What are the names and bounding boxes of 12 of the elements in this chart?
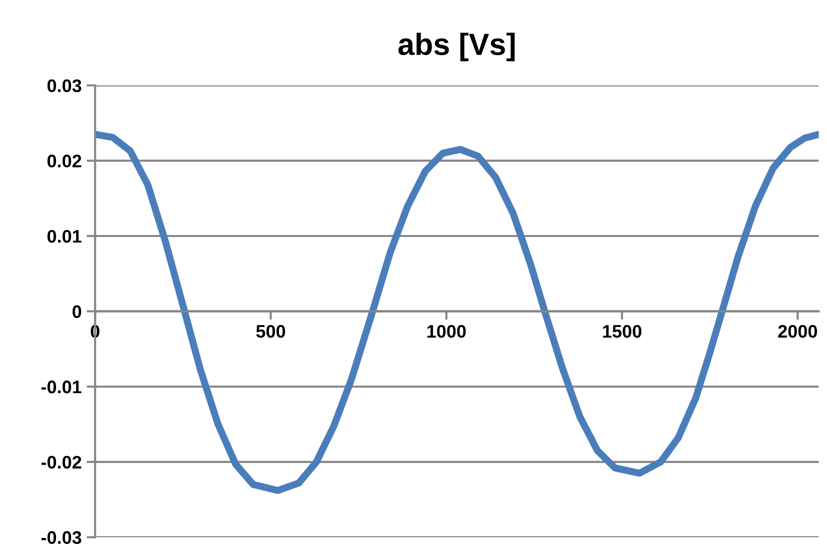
chart-title: abs [Vs] [398, 32, 515, 62]
y-tick-label: 0 [72, 305, 82, 318]
y-tick-label: -0.02 [41, 456, 82, 469]
x-tick-label: 1000 [427, 324, 466, 338]
x-tick-label: 500 [256, 324, 286, 338]
y-tick-label: 0.01 [47, 230, 82, 243]
x-tick-label: 1500 [603, 324, 642, 338]
y-tick-label: -0.03 [41, 531, 82, 544]
y-tick-label: -0.01 [41, 380, 82, 394]
y-tick-label: 0.02 [47, 154, 82, 168]
x-tick-label: 2000 [778, 324, 817, 338]
y-tick-label: 0.03 [47, 79, 82, 92]
